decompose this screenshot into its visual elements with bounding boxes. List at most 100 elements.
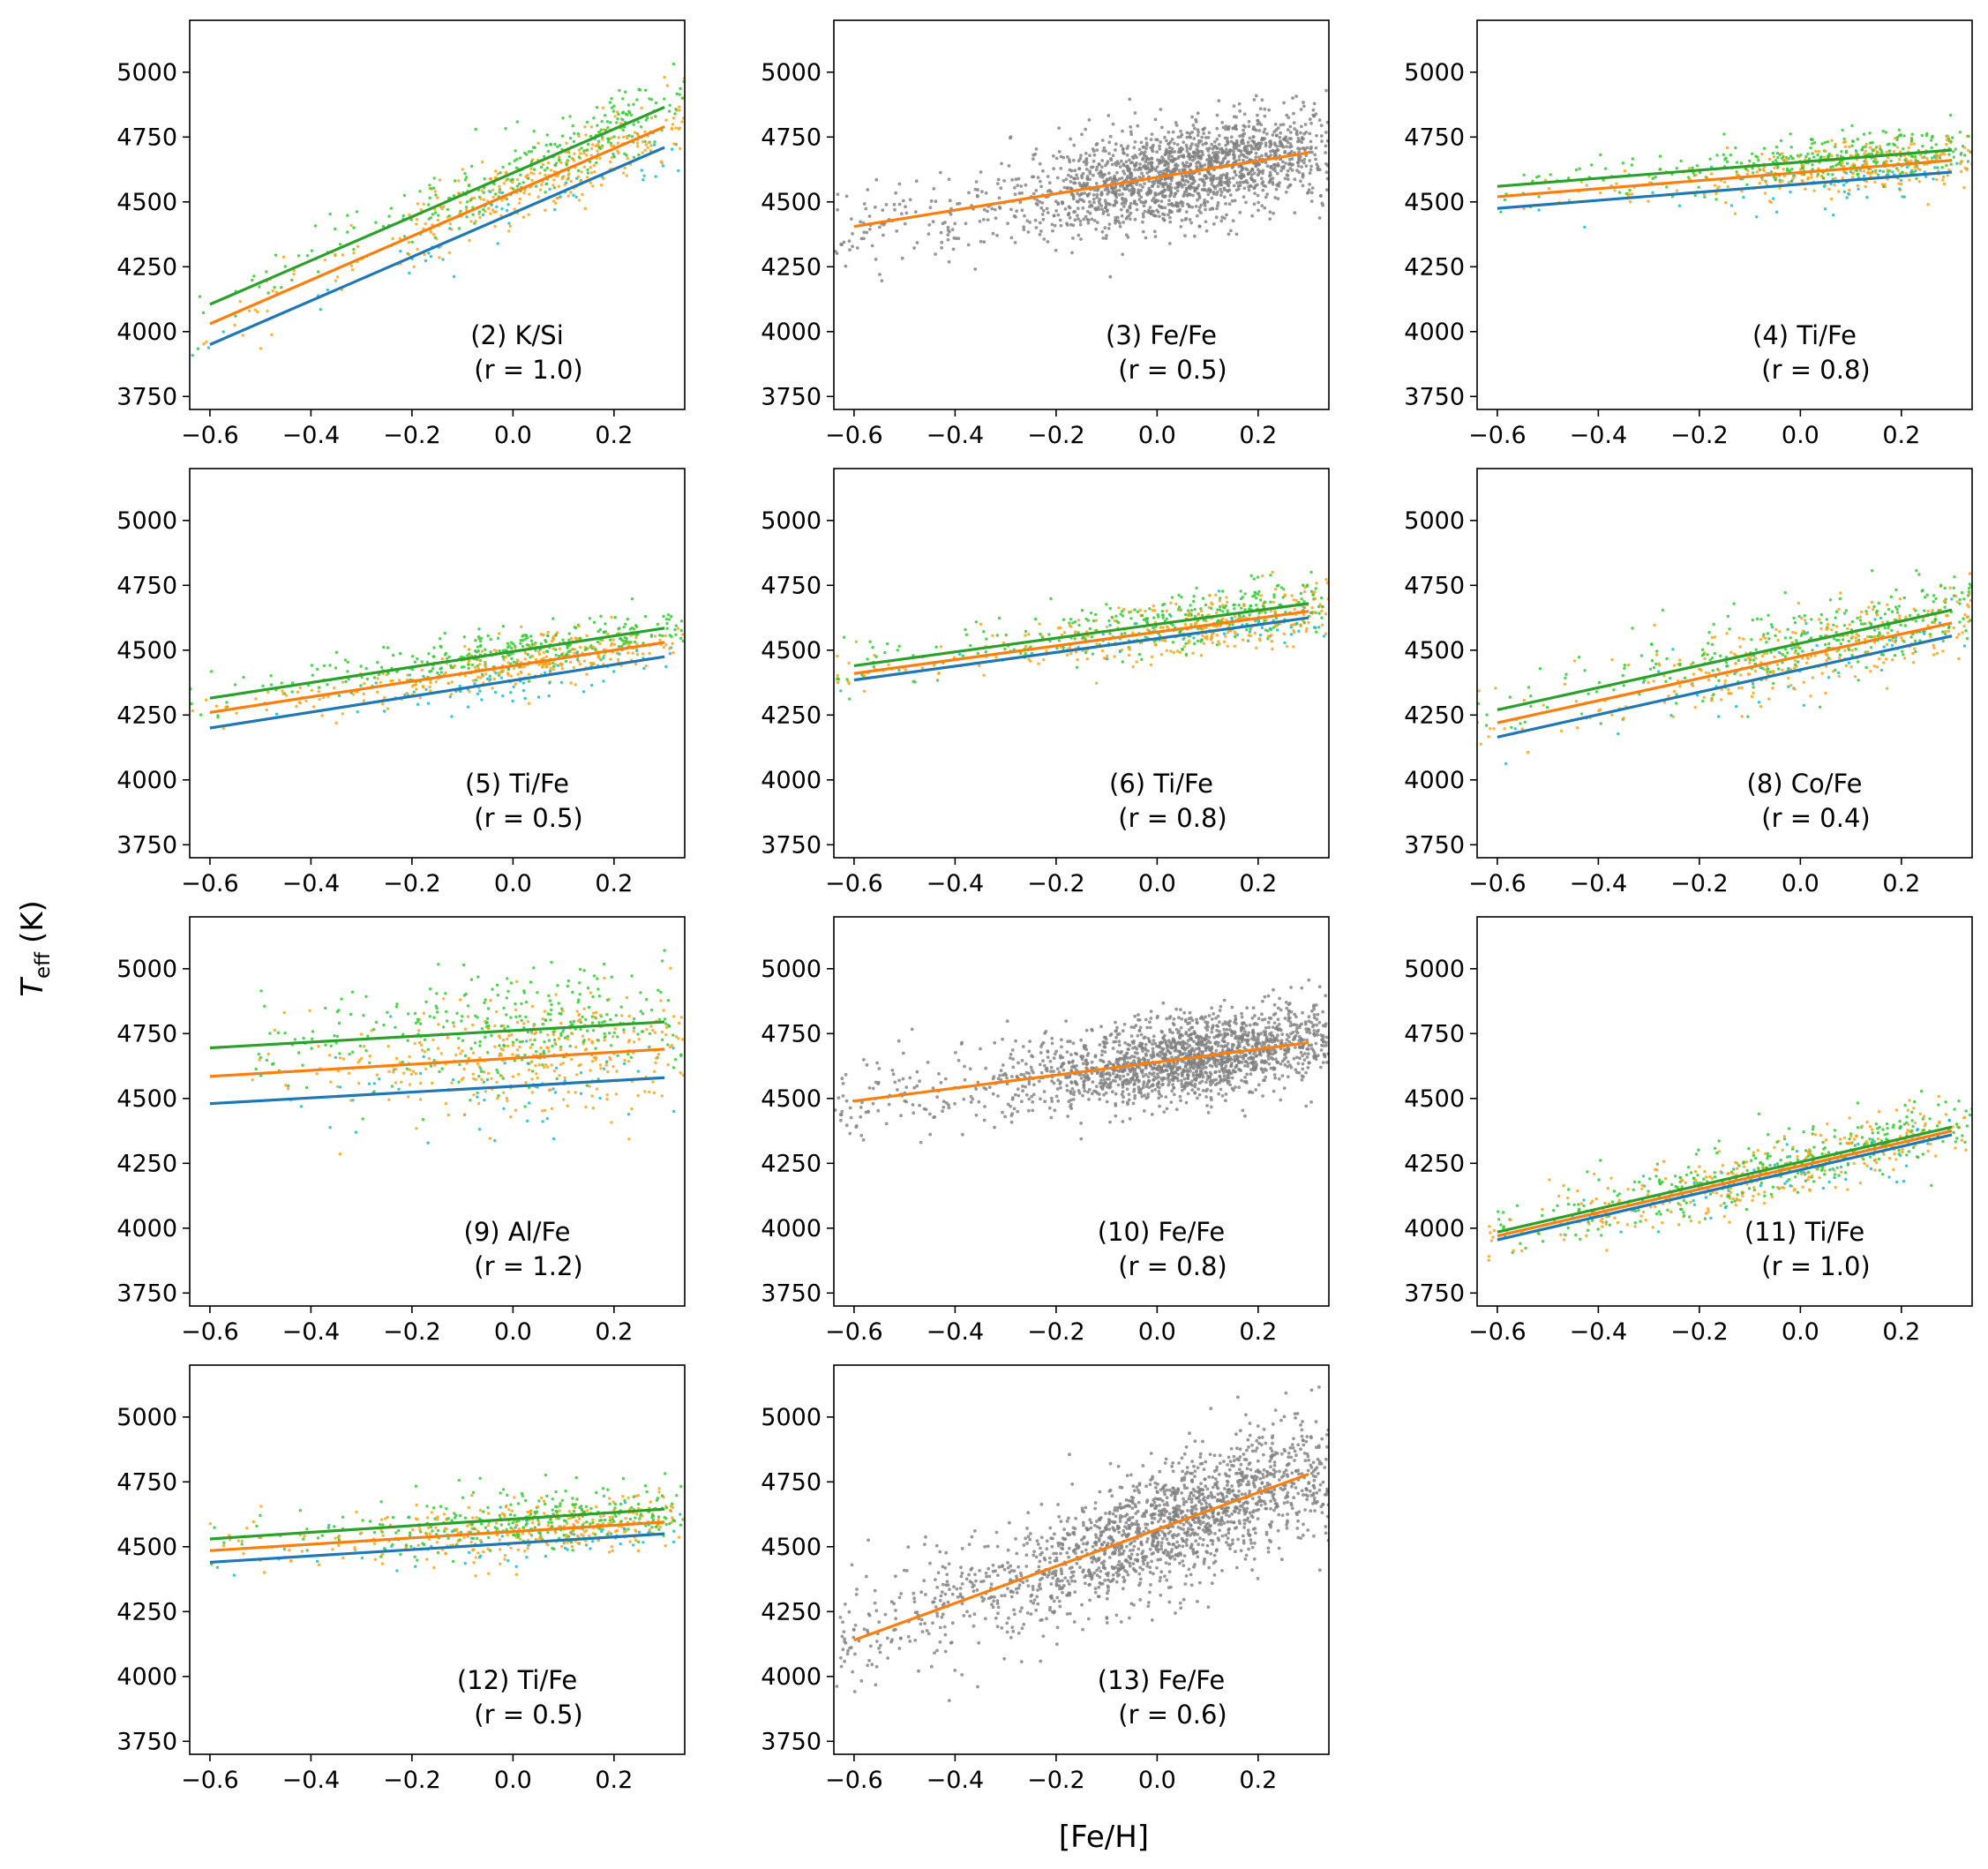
scatter-point (1150, 156, 1154, 161)
scatter-point (1751, 152, 1754, 155)
scatter-point (1230, 199, 1234, 203)
scatter-point (670, 634, 673, 639)
scatter-point (269, 683, 274, 687)
scatter-point (333, 686, 336, 690)
scatter-point (1212, 184, 1217, 189)
scatter-point (643, 139, 647, 144)
scatter-point (529, 160, 534, 163)
scatter-point (1308, 171, 1312, 176)
scatter-point (503, 649, 507, 652)
scatter-point (1196, 133, 1200, 138)
scatter-point (1703, 657, 1707, 661)
scatter-point (1092, 197, 1096, 201)
scatter-point (662, 614, 665, 619)
scatter-point (522, 664, 527, 668)
scatter-point (880, 279, 884, 283)
scatter-point (1881, 169, 1886, 174)
scatter-point (1294, 94, 1298, 98)
scatter-point (1895, 138, 1899, 142)
scatter-point (341, 712, 344, 716)
scatter-point (1140, 613, 1144, 618)
scatter-point (328, 664, 332, 667)
scatter-point (1264, 184, 1268, 189)
scatter-point (1192, 137, 1197, 140)
scatter-point (1246, 144, 1250, 148)
scatter-point (526, 653, 529, 657)
scatter-point (1193, 152, 1197, 155)
fit-line-orange (853, 151, 1309, 229)
scatter-point (1250, 169, 1254, 172)
scatter-point (1219, 183, 1224, 187)
scatter-point (444, 671, 447, 675)
scatter-point (1283, 641, 1287, 645)
scatter-point (516, 659, 520, 663)
scatter-point (514, 661, 519, 664)
scatter-point (1017, 191, 1022, 195)
scatter-point (1315, 133, 1318, 138)
scatter-point (198, 295, 202, 298)
scatter-point (1324, 612, 1328, 616)
scatter-point (1260, 204, 1264, 208)
scatter-point (296, 690, 300, 694)
scatter-point (1841, 176, 1844, 180)
scatter-point (1653, 623, 1656, 627)
scatter-point (867, 214, 872, 218)
scatter-point (463, 178, 467, 182)
scatter-point (1325, 581, 1329, 585)
scatter-point (1662, 674, 1666, 678)
scatter-point (489, 190, 492, 194)
scatter-point (1092, 219, 1097, 222)
scatter-point (1191, 651, 1195, 655)
scatter-point (205, 340, 208, 344)
scatter-point (1068, 646, 1071, 649)
scatter-point (1111, 122, 1115, 126)
scatter-point (225, 701, 229, 704)
scatter-point (1885, 687, 1889, 690)
scatter-point (1925, 131, 1929, 136)
scatter-point (544, 143, 548, 147)
scatter-point (1249, 184, 1252, 188)
scatter-point (493, 224, 497, 229)
scatter-point (359, 684, 363, 687)
scatter-point (1909, 159, 1913, 162)
scatter-point (1312, 626, 1317, 629)
scatter-point (1320, 597, 1324, 600)
scatter-point (1756, 155, 1759, 159)
scatter-point (1173, 141, 1176, 146)
scatter-point (1206, 192, 1211, 197)
scatter-point (1702, 192, 1707, 196)
scatter-point (346, 230, 349, 234)
scatter-point (1865, 195, 1869, 199)
scatter-point (1242, 153, 1245, 157)
scatter-point (480, 649, 484, 653)
scatter-point (1739, 161, 1744, 165)
scatter-point (547, 694, 551, 698)
scatter-point (502, 657, 506, 662)
scatter-point (266, 309, 269, 313)
scatter-point (1725, 160, 1729, 163)
scatter-point (679, 146, 682, 151)
scatter-point (1186, 192, 1190, 196)
scatter-point (1729, 204, 1734, 207)
scatter-point (521, 634, 525, 637)
scatter-point (1176, 135, 1181, 139)
scatter-point (1314, 146, 1318, 150)
scatter-point (899, 212, 904, 216)
scatter-point (1833, 183, 1836, 187)
scatter-point (1066, 173, 1070, 177)
scatter-point (447, 655, 451, 659)
scatter-point (654, 115, 657, 118)
scatter-point (1272, 149, 1276, 154)
scatter-point (1955, 600, 1959, 604)
scatter-point (646, 146, 649, 150)
scatter-point (1626, 663, 1631, 667)
scatter-point (1615, 182, 1618, 185)
scatter-point (654, 101, 658, 105)
scatter-point (984, 191, 988, 195)
scatter-point (1165, 168, 1169, 171)
scatter-point (1184, 143, 1189, 147)
scatter-point (613, 616, 617, 619)
scatter-point (1309, 589, 1314, 593)
scatter-point (1202, 131, 1206, 136)
scatter-point (1163, 163, 1167, 168)
